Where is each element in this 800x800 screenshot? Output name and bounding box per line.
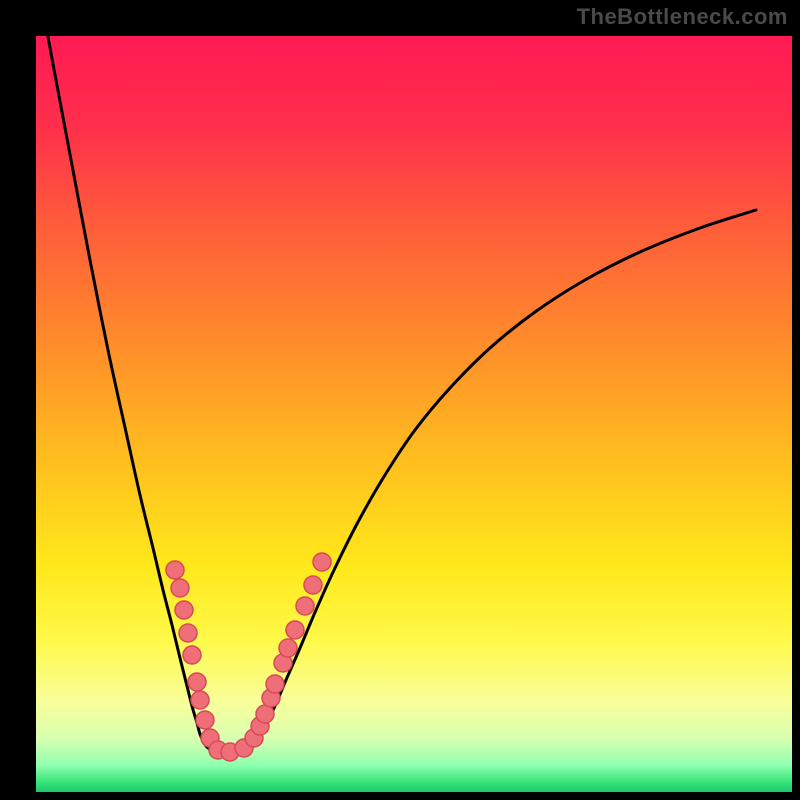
data-marker bbox=[279, 639, 297, 657]
data-marker bbox=[183, 646, 201, 664]
data-marker bbox=[296, 597, 314, 615]
watermark-text: TheBottleneck.com bbox=[577, 4, 788, 30]
chart-frame: TheBottleneck.com bbox=[0, 0, 800, 800]
data-marker bbox=[304, 576, 322, 594]
data-marker bbox=[171, 579, 189, 597]
data-marker bbox=[191, 691, 209, 709]
plot-area bbox=[36, 36, 792, 792]
data-marker bbox=[188, 673, 206, 691]
data-marker bbox=[286, 621, 304, 639]
data-marker bbox=[175, 601, 193, 619]
data-marker bbox=[266, 675, 284, 693]
data-marker bbox=[196, 711, 214, 729]
data-marker bbox=[166, 561, 184, 579]
marker-group bbox=[166, 553, 331, 761]
curve-layer bbox=[36, 36, 792, 792]
data-marker bbox=[179, 624, 197, 642]
data-marker bbox=[313, 553, 331, 571]
bottleneck-curve bbox=[43, 10, 756, 752]
